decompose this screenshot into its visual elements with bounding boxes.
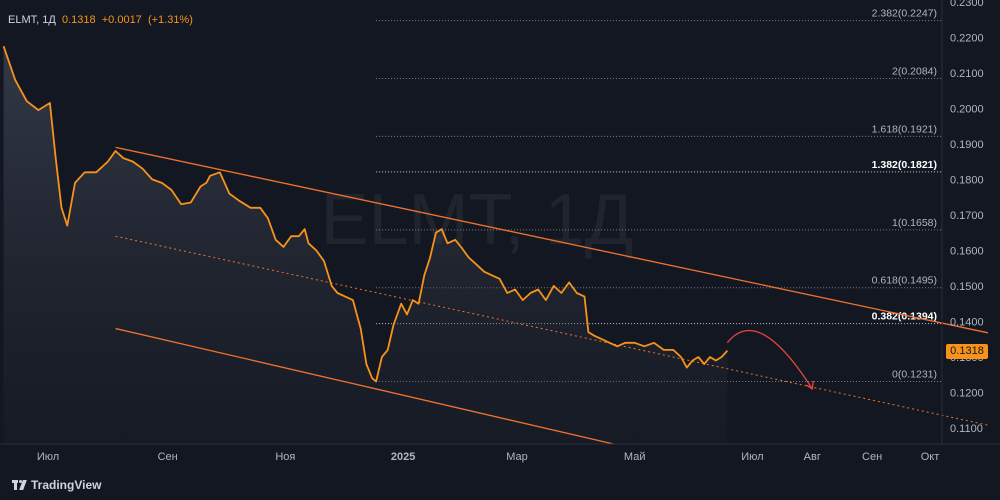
channel-lower-line [115, 327, 614, 445]
fib-level-label: 1.618(0.1921) [872, 123, 937, 135]
y-tick-label: 0.1600 [950, 245, 984, 257]
price-change: +0.0017 [101, 14, 142, 26]
x-tick-label: Окт [921, 451, 940, 463]
ticker-header: ELMT, 1Д 0.1318 +0.0017 (+1.31%) [8, 14, 193, 26]
x-tick-label: Июл [37, 451, 59, 463]
channel-middle-line [115, 235, 989, 426]
fib-level-label: 1(0.1658) [892, 217, 937, 229]
price-line [2, 45, 729, 383]
y-tick-label: 0.1500 [950, 281, 984, 293]
y-tick-label: 0.1100 [950, 423, 983, 435]
fib-level-label: 2(0.2084) [892, 65, 937, 77]
brand-name: TradingView [31, 478, 102, 492]
x-tick-label: Авг [804, 451, 821, 463]
current-price-label: 0.1318 [946, 343, 988, 359]
x-tick-label: Мар [506, 451, 528, 463]
symbol-name[interactable]: ELMT [8, 14, 37, 26]
fib-level-label: 2.382(0.2247) [872, 8, 937, 20]
fib-level-label: 0(0.1231) [892, 368, 937, 380]
x-tick-label: Сен [862, 451, 882, 463]
channel-upper-line [115, 146, 989, 334]
interval-label[interactable]: 1Д [42, 14, 56, 26]
y-tick-label: 0.1700 [950, 210, 984, 222]
last-price: 0.1318 [61, 14, 96, 26]
fib-level-label: 1.382(0.1821) [872, 159, 937, 171]
y-tick-label: 0.2100 [950, 68, 984, 80]
y-tick-label: 0.1900 [950, 139, 984, 151]
y-tick-label: 0.2200 [950, 32, 984, 44]
y-tick-label: 0.1400 [950, 316, 984, 328]
y-tick-label: 0.1200 [950, 387, 984, 399]
forecast-arrow [726, 329, 813, 390]
y-tick-label: 0.2300 [950, 0, 984, 9]
x-tick-label: Сен [158, 451, 178, 463]
x-tick-label: Май [624, 451, 646, 463]
forecast-arrow-head [805, 380, 814, 391]
fib-level-label: 0.618(0.1495) [872, 275, 937, 287]
x-tick-label: Июл [741, 451, 763, 463]
fib-level-label: 0.382(0.1394) [872, 311, 937, 323]
y-tick-label: 0.1800 [950, 174, 984, 186]
tradingview-icon [12, 480, 27, 490]
price-change-percent: (+1.31%) [147, 14, 193, 26]
tradingview-logo[interactable]: TradingView [12, 478, 101, 492]
x-tick-label: 2025 [391, 451, 415, 463]
y-tick-label: 0.2000 [950, 103, 984, 115]
x-tick-label: Ноя [275, 451, 295, 463]
